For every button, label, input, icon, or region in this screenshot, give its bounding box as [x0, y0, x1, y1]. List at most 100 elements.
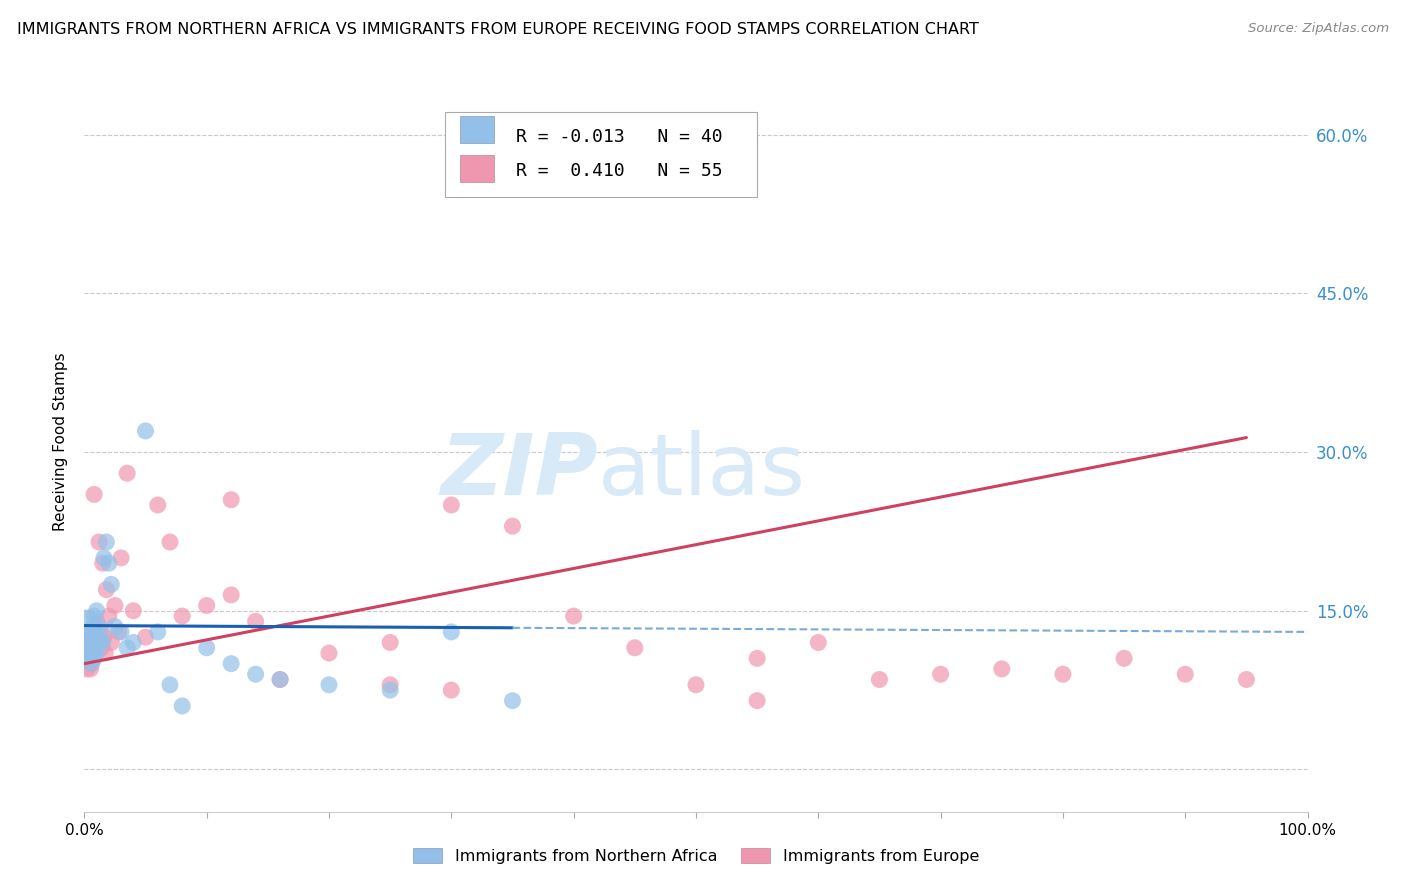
Point [93, 550, 115, 565]
Point [318, 646, 340, 660]
Point [624, 640, 647, 655]
Point [83, 487, 105, 501]
Point [97, 609, 120, 624]
Point [172, 698, 194, 713]
Point [219, 657, 242, 671]
Point [122, 635, 145, 649]
Point [195, 599, 218, 613]
Point [77, 646, 100, 660]
Point [122, 604, 145, 618]
Point [440, 498, 463, 512]
Point [79, 635, 101, 649]
Legend: Immigrants from Northern Africa, Immigrants from Europe: Immigrants from Northern Africa, Immigra… [406, 841, 986, 871]
Point [115, 640, 138, 655]
Point [269, 673, 291, 687]
Point [380, 678, 402, 692]
Point [502, 519, 524, 533]
Point [83, 651, 105, 665]
Point [80, 657, 103, 671]
Point [77, 638, 100, 652]
Bar [446, 112, 758, 197]
Point [380, 683, 402, 698]
Point [100, 635, 122, 649]
Point [93, 630, 115, 644]
Text: IMMIGRANTS FROM NORTHERN AFRICA VS IMMIGRANTS FROM EUROPE RECEIVING FOOD STAMPS : IMMIGRANTS FROM NORTHERN AFRICA VS IMMIG… [17, 22, 979, 37]
Point [159, 535, 181, 549]
Point [86, 615, 108, 629]
Point [91, 635, 114, 649]
Point [115, 467, 138, 481]
Point [79, 657, 101, 671]
Point [245, 667, 267, 681]
Point [76, 662, 98, 676]
Point [82, 651, 104, 665]
Point [79, 624, 101, 639]
Point [159, 678, 181, 692]
Point [219, 492, 242, 507]
Point [77, 648, 100, 663]
Point [146, 498, 169, 512]
Point [1052, 667, 1074, 681]
Point [86, 646, 108, 660]
Point [79, 662, 101, 676]
Point [76, 640, 98, 655]
Point [747, 651, 769, 665]
Point [80, 630, 103, 644]
Point [89, 624, 111, 639]
Point [77, 651, 100, 665]
Point [107, 624, 129, 639]
Point [84, 640, 107, 655]
Point [135, 424, 157, 438]
Point [172, 609, 194, 624]
Point [89, 630, 111, 644]
Point [991, 662, 1014, 676]
Point [1174, 667, 1197, 681]
Point [90, 640, 112, 655]
Point [97, 556, 120, 570]
Point [86, 604, 108, 618]
Point [80, 651, 103, 665]
Point [146, 624, 169, 639]
Point [87, 535, 110, 549]
Point [87, 635, 110, 649]
Point [502, 694, 524, 708]
Point [77, 635, 100, 649]
Point [219, 588, 242, 602]
Point [104, 619, 127, 633]
Point [75, 619, 97, 633]
Point [562, 609, 585, 624]
Point [245, 615, 267, 629]
Point [79, 640, 101, 655]
Point [869, 673, 891, 687]
Point [87, 635, 110, 649]
Point [83, 609, 105, 624]
Text: atlas: atlas [598, 430, 806, 513]
Point [80, 630, 103, 644]
Point [1114, 651, 1136, 665]
Text: Source: ZipAtlas.com: Source: ZipAtlas.com [1249, 22, 1389, 36]
Point [195, 640, 218, 655]
Point [104, 599, 127, 613]
Point [110, 550, 132, 565]
Point [87, 619, 110, 633]
Point [929, 667, 952, 681]
Point [94, 646, 117, 660]
Point [440, 683, 463, 698]
Point [96, 535, 118, 549]
Point [380, 635, 402, 649]
Point [440, 624, 463, 639]
Point [82, 646, 104, 660]
Point [318, 678, 340, 692]
Text: R = -0.013   N = 40: R = -0.013 N = 40 [516, 128, 723, 146]
Point [1236, 673, 1258, 687]
Text: ZIP: ZIP [440, 430, 598, 513]
Point [135, 630, 157, 644]
Y-axis label: Receiving Food Stamps: Receiving Food Stamps [53, 352, 69, 531]
Point [100, 577, 122, 591]
Point [91, 556, 114, 570]
Point [685, 678, 707, 692]
Point [269, 673, 291, 687]
Bar [460, 116, 494, 144]
Text: R =  0.410   N = 55: R = 0.410 N = 55 [516, 162, 723, 180]
Point [747, 694, 769, 708]
